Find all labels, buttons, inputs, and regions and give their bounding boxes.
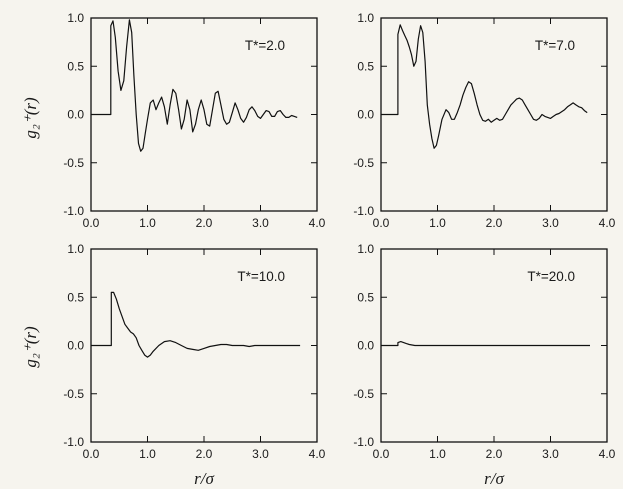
panel-3: 1.00.50.0-0.5-1.00.0 1.0 2.0 3.0 4.0T*=10.0 (63, 242, 325, 461)
panel-4: 1.00.50.0-0.5-1.00.0 1.0 2.0 3.0 4.0T*=20.0 (353, 242, 615, 461)
y-tick-label: 1.0 (67, 242, 84, 256)
series-line (381, 341, 590, 347)
y-axis-title-bottom: g₂⁺(r) (21, 326, 40, 368)
y-tick-label: 1.0 (357, 242, 374, 256)
panel-2: 1.00.50.0-0.5-1.00.0 1.0 2.0 3.0 4.0T*=7.0 (353, 11, 615, 230)
y-tick-label: -0.5 (353, 156, 374, 170)
x-tick-label: 3.0 (252, 216, 269, 230)
panel-1: 1.00.50.0-0.5-1.00.0 1.0 2.0 3.0 4.0T*=2.0 (63, 11, 325, 230)
temperature-annotation: T*=2.0 (245, 38, 285, 53)
y-axis-title-top: g₂⁺(r) (21, 97, 40, 139)
y-tick-label: 0.0 (357, 108, 374, 122)
y-tick-label: 0.0 (67, 108, 84, 122)
x-tick-label: 2.0 (196, 216, 213, 230)
y-tick-label: -0.5 (353, 387, 374, 401)
temperature-annotation: T*=10.0 (237, 269, 285, 284)
y-tick-label: -0.5 (63, 156, 84, 170)
y-tick-label: 1.0 (67, 11, 84, 25)
series-line (91, 19, 298, 152)
y-tick-label: 0.5 (357, 59, 374, 73)
x-tick-label: 0.0 (373, 447, 390, 461)
temperature-annotation: T*=20.0 (527, 269, 575, 284)
x-axis-title-right: r/σ (484, 469, 504, 488)
x-axis-title-left: r/σ (194, 469, 214, 488)
y-tick-label: -1.0 (353, 435, 374, 449)
y-tick-label: -1.0 (63, 435, 84, 449)
temperature-annotation: T*=7.0 (535, 38, 575, 53)
panel-group: 1.00.50.0-0.5-1.00.0 1.0 2.0 3.0 4.0T*=2.01.… (63, 11, 615, 461)
x-tick-label: 1.0 (139, 216, 156, 230)
x-tick-label: 0.0 (83, 216, 100, 230)
y-tick-label: 0.5 (67, 290, 84, 304)
x-tick-label: 4.0 (309, 447, 326, 461)
y-tick-label: 1.0 (357, 11, 374, 25)
y-tick-label: 0.0 (357, 339, 374, 353)
y-tick-label: -1.0 (353, 204, 374, 218)
x-tick-label: 4.0 (309, 216, 326, 230)
y-tick-label: 0.0 (67, 339, 84, 353)
x-tick-label: 4.0 (599, 447, 616, 461)
y-tick-label: 0.5 (67, 59, 84, 73)
y-tick-label: -0.5 (63, 387, 84, 401)
x-tick-label: 2.0 (196, 447, 213, 461)
x-tick-label: 0.0 (83, 447, 100, 461)
x-tick-label: 2.0 (486, 216, 503, 230)
x-tick-label: 3.0 (542, 447, 559, 461)
x-tick-label: 3.0 (252, 447, 269, 461)
series-line (381, 24, 588, 149)
y-tick-label: -1.0 (63, 204, 84, 218)
x-tick-label: 1.0 (139, 447, 156, 461)
x-tick-label: 3.0 (542, 216, 559, 230)
x-tick-label: 0.0 (373, 216, 390, 230)
x-tick-label: 2.0 (486, 447, 503, 461)
x-tick-label: 4.0 (599, 216, 616, 230)
x-tick-label: 1.0 (429, 447, 446, 461)
x-tick-label: 1.0 (429, 216, 446, 230)
y-tick-label: 0.5 (357, 290, 374, 304)
series-line (91, 291, 301, 358)
